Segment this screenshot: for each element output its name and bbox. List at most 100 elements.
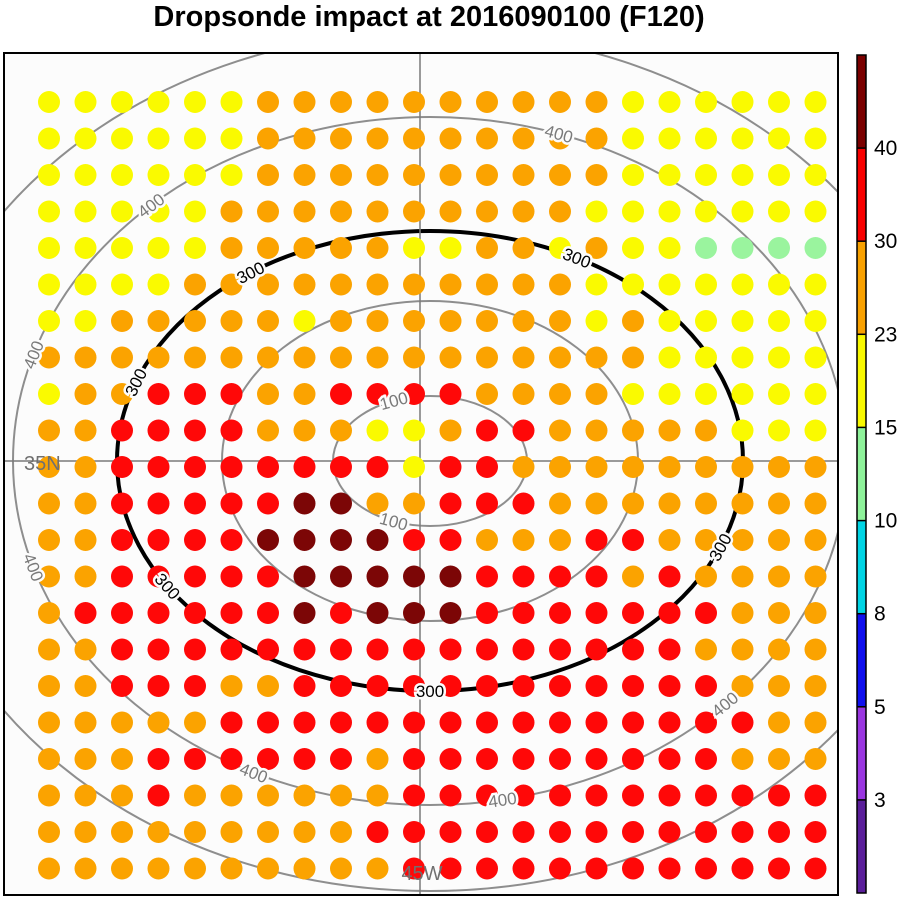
data-point [658,529,681,551]
data-point [476,91,498,113]
data-point [731,821,754,843]
data-point [403,492,425,515]
colorbar-tick-label: 30 [874,230,897,253]
data-point [658,164,681,186]
data-point [147,529,170,551]
data-point [293,784,316,807]
data-point [366,383,389,405]
data-point [476,164,498,186]
data-point [220,638,243,661]
data-point [330,273,352,296]
data-point [257,310,279,332]
data-point [585,164,608,186]
data-point [184,127,206,150]
data-point [695,675,717,697]
data-point [257,675,279,697]
data-point [257,383,279,405]
data-point [257,200,279,223]
data-point [403,784,425,807]
data-point [184,383,206,405]
data-point [38,346,60,369]
data-point [622,565,644,588]
data-point [220,748,243,770]
data-point [147,346,170,369]
data-point [549,91,571,113]
data-point [476,383,498,405]
data-point [74,164,97,186]
data-point [147,821,170,843]
data-point [476,419,498,442]
data-point [658,310,681,332]
colorbar-segment [857,799,866,893]
data-point [622,310,644,332]
data-point [549,127,571,150]
data-point [330,237,352,259]
data-point [695,711,717,734]
data-point [403,346,425,369]
data-point [38,200,60,223]
data-point [403,237,425,259]
data-point [512,273,535,296]
data-point [366,273,389,296]
data-point [147,748,170,770]
data-point [622,602,644,624]
data-point [658,200,681,223]
data-point [366,310,389,332]
data-point [549,675,571,697]
data-point [476,346,498,369]
data-point [330,602,352,624]
data-point [403,675,425,697]
data-point [293,748,316,770]
data-point [731,273,754,296]
data-point [147,310,170,332]
data-point [184,456,206,478]
data-point [366,748,389,770]
data-point [74,565,97,588]
data-point [512,748,535,770]
data-point [512,127,535,150]
data-point [184,675,206,697]
data-point [439,492,462,515]
data-point [512,164,535,186]
data-point [220,346,243,369]
data-point [622,127,644,150]
data-point [512,310,535,332]
data-point [184,273,206,296]
data-point [366,346,389,369]
data-point [731,200,754,223]
data-point [585,492,608,515]
data-point [330,383,352,405]
data-point [38,565,60,588]
data-point [476,127,498,150]
data-point [804,784,827,807]
data-point [293,821,316,843]
data-point [330,456,352,478]
data-point [585,127,608,150]
data-point [220,273,243,296]
data-point [549,857,571,880]
data-point [585,857,608,880]
data-point [439,711,462,734]
data-point [585,310,608,332]
data-point [111,127,133,150]
data-point [768,419,790,442]
data-point [38,784,60,807]
data-point [804,310,827,332]
data-point [476,200,498,223]
data-point [184,821,206,843]
data-point [695,821,717,843]
data-point [622,383,644,405]
data-point [731,419,754,442]
data-point [366,237,389,259]
data-point [293,419,316,442]
data-point [38,273,60,296]
data-point [74,127,97,150]
data-point [403,602,425,624]
data-point [403,419,425,442]
data-point [731,711,754,734]
data-point [439,602,462,624]
colorbar-segment [857,334,866,428]
data-point [257,346,279,369]
data-point [695,492,717,515]
data-point [622,638,644,661]
